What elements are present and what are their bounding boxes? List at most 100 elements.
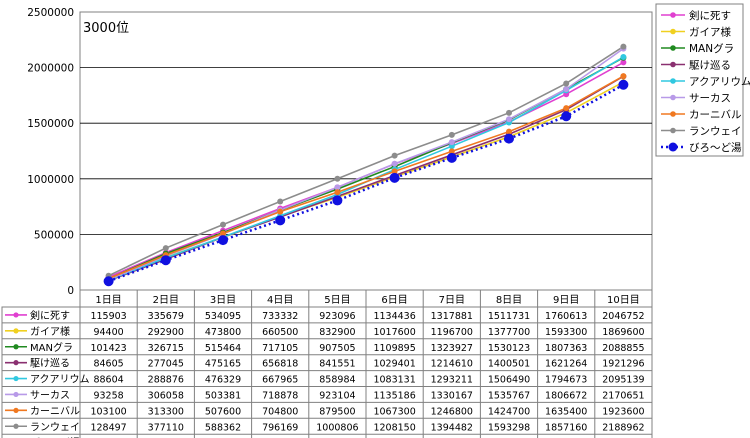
data-point	[334, 184, 341, 191]
table-cell-value: 292900	[148, 327, 184, 338]
table-cell-value: 507600	[205, 406, 241, 417]
table-series-marker	[13, 375, 19, 382]
data-point	[391, 168, 398, 175]
table-cell-value: 326715	[148, 343, 184, 354]
table-cell-value: 1923600	[602, 406, 644, 417]
data-point	[103, 276, 114, 287]
table-cell-value: 1806672	[545, 390, 587, 401]
data-point	[391, 160, 398, 167]
table-cell-value: 277045	[148, 359, 184, 370]
series-lines	[108, 45, 625, 283]
table-series-label: MANグラ	[30, 341, 73, 354]
table-cell-value: 1535767	[488, 390, 530, 401]
legend-marker	[670, 127, 676, 134]
x-tick-label: 10日目	[607, 295, 640, 306]
data-point	[220, 221, 226, 228]
table-cell-value: 1083131	[373, 375, 415, 386]
table-cell-value: 128497	[90, 422, 126, 433]
table-series-label: アクアリウム	[30, 374, 90, 386]
table-cell-value: 1921296	[602, 359, 644, 370]
table-cell-value: 1593298	[488, 422, 530, 433]
table-cell-value: 1869600	[602, 327, 644, 338]
plot-area: 0 500000 1000000 1500000 2000000 2500000 3000…	[27, 7, 653, 297]
data-point	[391, 152, 398, 159]
table-cell-value: 704800	[262, 406, 298, 417]
table-cell-value: 288876	[148, 375, 184, 386]
table-cell-value: 1109895	[373, 343, 415, 354]
legend-marker	[670, 78, 676, 84]
table-cell-value: 923096	[319, 311, 355, 322]
data-point	[620, 73, 627, 80]
data-point	[620, 54, 627, 61]
table-cell-value: 1857160	[545, 422, 587, 433]
table-cell-value: 2188962	[602, 422, 644, 433]
data-point	[160, 255, 171, 266]
table-cell-value: 306058	[148, 390, 184, 401]
x-tick-label: 9日目	[553, 295, 579, 306]
table-series-marker	[13, 344, 19, 350]
table-cell-value: 503381	[205, 390, 241, 401]
table-cell-value: 1760613	[545, 311, 587, 322]
table-cell-value: 84605	[93, 359, 123, 370]
table-cell-value: 717105	[262, 343, 298, 354]
table-cell-value: 335679	[148, 311, 184, 322]
x-tick-label: 6日目	[381, 295, 407, 306]
x-tick-label: 2日目	[153, 295, 179, 306]
gridlines	[80, 67, 652, 235]
legend-marker	[670, 45, 676, 51]
legend-label: 剣に死す	[689, 10, 731, 22]
table-cell-value: 88604	[93, 375, 123, 386]
table-cell-value: 94400	[93, 327, 123, 338]
data-point	[563, 80, 570, 87]
data-point	[218, 235, 228, 246]
legend-label: びろ〜ど湯	[689, 142, 742, 154]
table-cell-value: 667965	[262, 375, 298, 386]
table-cell-value: 1530123	[488, 343, 530, 354]
y-tick-label: 1000000	[27, 174, 74, 186]
table-series-label: ランウェイ	[30, 421, 80, 433]
legend-marker	[668, 142, 678, 152]
table-cell-value: 1135186	[373, 390, 415, 401]
table-cell-value: 660500	[262, 327, 298, 338]
table-cell-value: 2095139	[602, 375, 644, 386]
table-series-label: カーニバル	[30, 405, 80, 417]
data-point	[620, 43, 627, 50]
data-point	[506, 109, 512, 116]
data-point	[277, 198, 284, 205]
table-cell-value: 879500	[319, 406, 355, 417]
data-point	[448, 131, 455, 138]
table-cell-value: 588362	[205, 422, 241, 433]
table-cell-value: 656818	[262, 359, 298, 370]
legend-label: ガイア様	[689, 26, 731, 39]
table-cell-value: 377110	[148, 422, 184, 433]
y-axis-labels: 0 500000 1000000 1500000 2000000 2500000	[27, 7, 74, 297]
table-cell-value: 93258	[93, 390, 123, 401]
table-cell-value: 1511731	[488, 311, 530, 322]
data-point	[563, 105, 570, 112]
data-point	[448, 143, 455, 150]
legend-marker	[670, 61, 676, 68]
table-cell-value: 473800	[205, 327, 241, 338]
data-point	[389, 172, 400, 183]
table-series-marker	[13, 407, 19, 413]
data-point	[448, 139, 455, 146]
legend-marker	[670, 94, 676, 101]
legend-label: カーニバル	[689, 109, 742, 121]
data-point	[334, 189, 341, 196]
table-cell-value: 534095	[205, 311, 241, 322]
data-point	[332, 195, 343, 206]
data-point	[506, 128, 512, 135]
table-cell-value: 1377700	[488, 327, 530, 338]
table-cell-value: 1506490	[488, 375, 530, 386]
legend-marker	[670, 28, 676, 35]
table-cell-value: 103100	[90, 406, 126, 417]
y-tick-label: 1500000	[27, 118, 74, 130]
x-tick-label: 3日目	[210, 295, 236, 306]
series-markers	[103, 43, 629, 287]
table-cell-value: 832900	[319, 327, 355, 338]
x-tick-label: 4日目	[267, 295, 293, 306]
table-series-marker	[13, 312, 19, 318]
table-cell-value: 858984	[319, 375, 355, 386]
